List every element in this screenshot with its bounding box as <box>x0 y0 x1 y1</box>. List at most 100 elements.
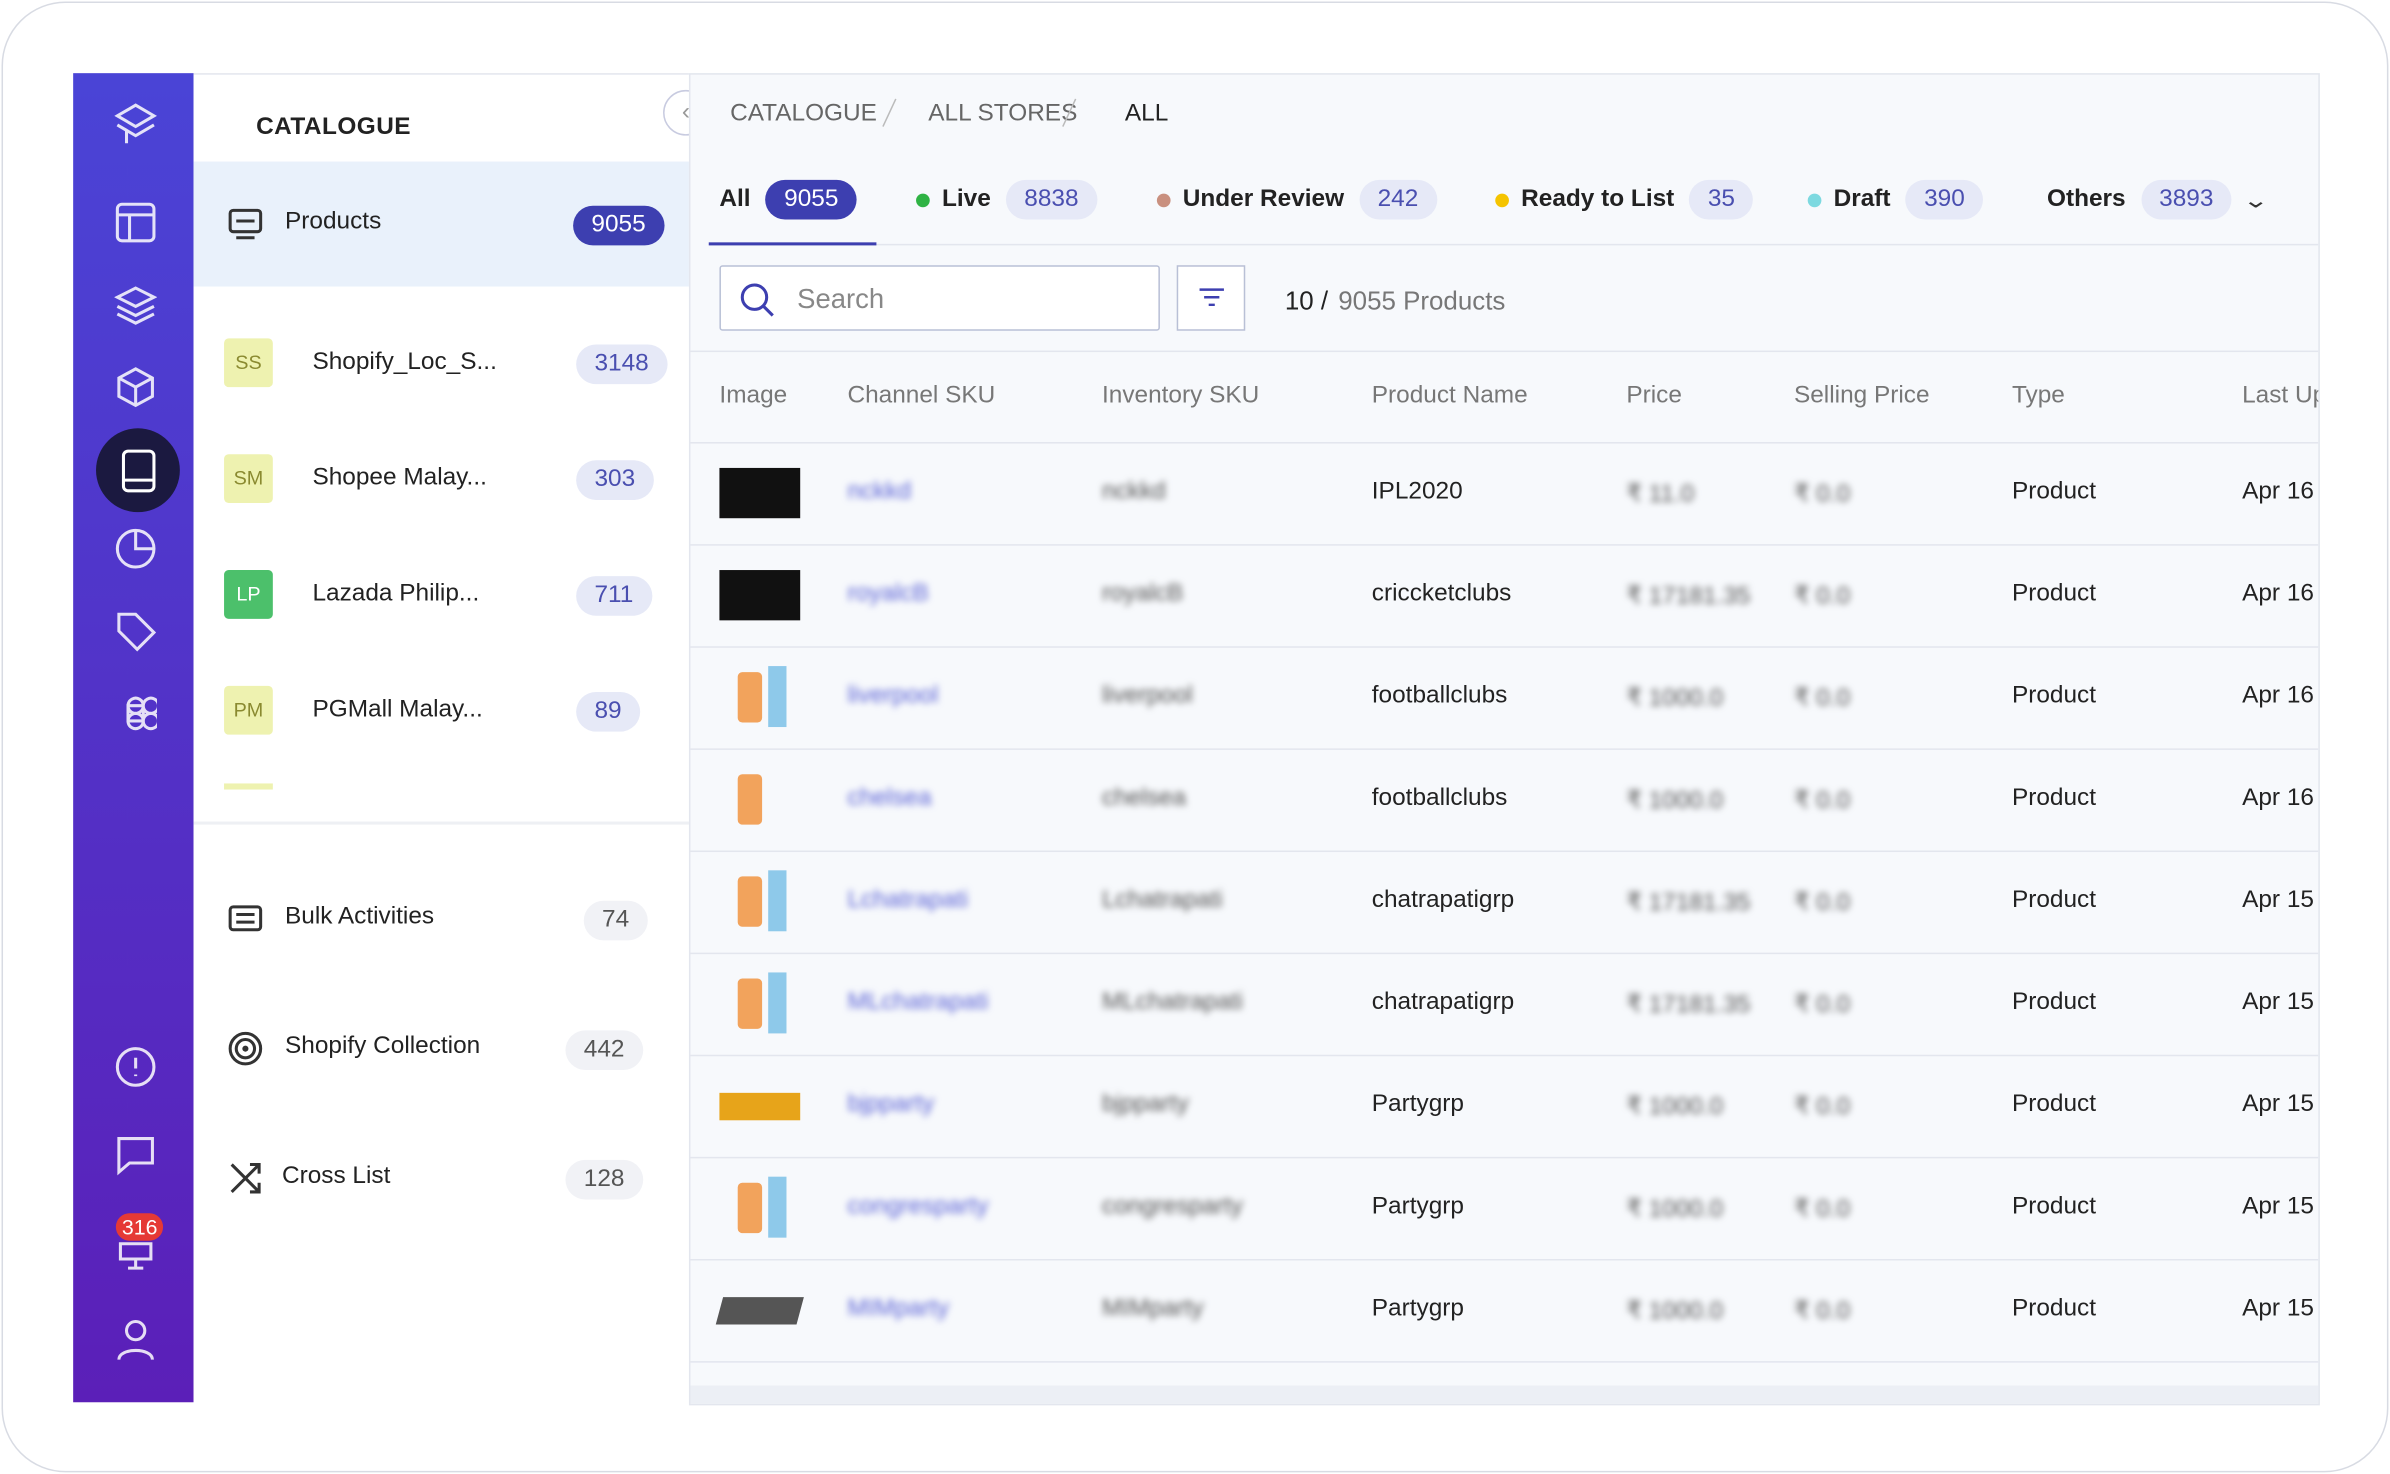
nav-icon[interactable] <box>114 366 157 409</box>
cell: Product <box>2011 784 2096 811</box>
divider <box>690 350 2319 353</box>
nav-icon[interactable] <box>114 284 157 327</box>
divider <box>708 243 2319 246</box>
catalogue-panel: CATALOGUE Products 9055 SS Shopify_Loc_S.… <box>193 73 689 1404</box>
cell: Partygrp <box>1371 1091 1464 1118</box>
label: Cross List <box>281 1162 391 1189</box>
store-row[interactable]: SS Shopify_Loc_S... 3148 <box>194 319 689 410</box>
scroll-shadow <box>690 1385 2319 1404</box>
filter-button[interactable] <box>1176 265 1246 331</box>
cell: ₹ 17181.35 <box>1626 890 1751 917</box>
nav-icon[interactable] <box>114 1046 157 1089</box>
store-row[interactable]: LP Lazada Philip... 711 <box>194 550 689 641</box>
breadcrumb[interactable]: ALL STORES <box>928 100 1078 127</box>
tab-label: Under Review <box>1182 185 1345 212</box>
product-image <box>719 1092 801 1121</box>
label: Bulk Activities <box>285 903 435 930</box>
link-row[interactable]: Bulk Activities 74 <box>194 898 689 959</box>
tab-count: 3893 <box>2140 179 2232 220</box>
tab[interactable]: Under Review 242 <box>1156 178 1437 221</box>
tube <box>737 672 763 723</box>
table-row[interactable]: congresparty congresparty Partygrp ₹ 1000.0… <box>690 1158 2319 1261</box>
nav-active[interactable] <box>96 428 180 513</box>
search-box[interactable]: Search <box>719 265 1160 331</box>
dropdown-icon[interactable]: ⌄ <box>2242 186 2270 212</box>
cell: chelsea <box>1101 784 1187 811</box>
product-image <box>719 666 800 728</box>
column-header: Price <box>1626 382 1682 409</box>
table-row[interactable]: MIMparty MIMparty Partygrp ₹ 1000.0 ₹ 0.0 Pro… <box>690 1261 2319 1363</box>
cell: Product <box>2011 478 2096 505</box>
icon <box>228 905 263 932</box>
cell: Product <box>2011 989 2096 1016</box>
table-row[interactable]: royalcB royalcB criccketclubs ₹ 17181.35 ₹ 0… <box>690 546 2319 648</box>
cell: chatrapatigrp <box>1371 887 1515 913</box>
products-row[interactable]: Products 9055 <box>193 161 689 287</box>
cell: Apr 16 <box>2242 784 2314 811</box>
nav-icon[interactable] <box>114 1229 157 1272</box>
nav-icon[interactable] <box>114 201 157 244</box>
cell: liverpool <box>847 682 939 709</box>
table-row[interactable]: nckkd nckkd IPL2020 ₹ 11.0 ₹ 0.0 Product Apr 1… <box>690 444 2319 546</box>
cell: Partygrp <box>1371 1193 1464 1220</box>
store-row[interactable]: PM PGMall Malay... 89 <box>194 666 689 757</box>
tube <box>768 972 787 1034</box>
cell: ₹ 0.0 <box>1793 1094 1851 1121</box>
nav-icon[interactable] <box>114 1134 157 1177</box>
tab-label: All <box>719 185 751 212</box>
cell: ₹ 17181.35 <box>1626 583 1751 610</box>
store-row[interactable]: SM Shopee Malay... 303 <box>194 434 689 525</box>
cell: ₹ 17181.35 <box>1626 992 1751 1019</box>
cell: Product <box>2011 1295 2096 1322</box>
cell: royalcB <box>847 580 929 607</box>
tab-count: 390 <box>1905 179 1984 220</box>
breadcrumb[interactable]: CATALOGUE <box>730 100 877 127</box>
cell: Product <box>2011 1091 2096 1118</box>
table-row[interactable]: MLchatrapati MLchatrapati chatrapatigrp ₹ 1… <box>690 954 2319 1057</box>
tab[interactable]: Ready to List 35 <box>1495 178 1754 221</box>
count: 442 <box>565 1030 643 1070</box>
search-icon <box>740 283 774 317</box>
cell: ₹ 1000.0 <box>1626 1094 1724 1121</box>
tab[interactable]: Live 8838 <box>916 178 1097 221</box>
count: 3148 <box>576 344 667 385</box>
count: 711 <box>576 576 652 616</box>
logo <box>114 103 157 144</box>
table-row[interactable]: Lchatrapati Lchatrapati chatrapatigrp ₹ 171… <box>690 852 2319 955</box>
cell: liverpool <box>1101 682 1193 709</box>
nav-icon[interactable] <box>114 692 157 735</box>
product-image <box>719 870 800 932</box>
tab[interactable]: Others 3893 ⌄ <box>2047 178 2269 221</box>
count: 9055 <box>573 205 664 246</box>
cell: MLchatrapati <box>1101 989 1243 1016</box>
table-row[interactable]: bjpparty bjpparty Partygrp ₹ 1000.0 ₹ 0.0 Pro… <box>690 1056 2319 1159</box>
link-row[interactable]: Cross List 128 <box>194 1157 689 1218</box>
nav-icon[interactable] <box>114 527 157 570</box>
store-badge: SM <box>224 454 273 503</box>
column-header: Last Updated <box>2242 382 2318 409</box>
cell: footballclubs <box>1371 784 1508 811</box>
tab[interactable]: Draft 390 <box>1807 178 1984 221</box>
tube <box>737 1182 763 1234</box>
divider <box>690 442 2319 444</box>
nav-bar: 316 <box>73 73 194 1403</box>
cell: Apr 15 <box>2242 887 2314 913</box>
link-row[interactable]: Shopify Collection 442 <box>194 1027 689 1088</box>
status-dot <box>1495 192 1509 207</box>
cell: IPL2020 <box>1371 478 1463 505</box>
status-dot <box>1156 192 1171 207</box>
table-row[interactable]: liverpool liverpool footballclubs ₹ 1000.0 ₹… <box>690 648 2319 750</box>
nav-icon[interactable] <box>114 610 157 653</box>
cell: ₹ 1000.0 <box>1626 1298 1724 1325</box>
cell: congresparty <box>1101 1193 1243 1220</box>
tube <box>737 774 763 825</box>
tab[interactable]: All 9055 <box>719 178 857 221</box>
nav-icon[interactable] <box>114 1317 157 1363</box>
table-row[interactable]: chelsea chelsea footballclubs ₹ 1000.0 ₹ 0.0… <box>690 750 2319 853</box>
count: 74 <box>583 900 648 941</box>
column-header: Image <box>719 382 788 409</box>
tab-count: 35 <box>1689 179 1754 220</box>
cell: ₹ 1000.0 <box>1626 685 1724 712</box>
breadcrumb: ALL <box>1124 100 1169 127</box>
